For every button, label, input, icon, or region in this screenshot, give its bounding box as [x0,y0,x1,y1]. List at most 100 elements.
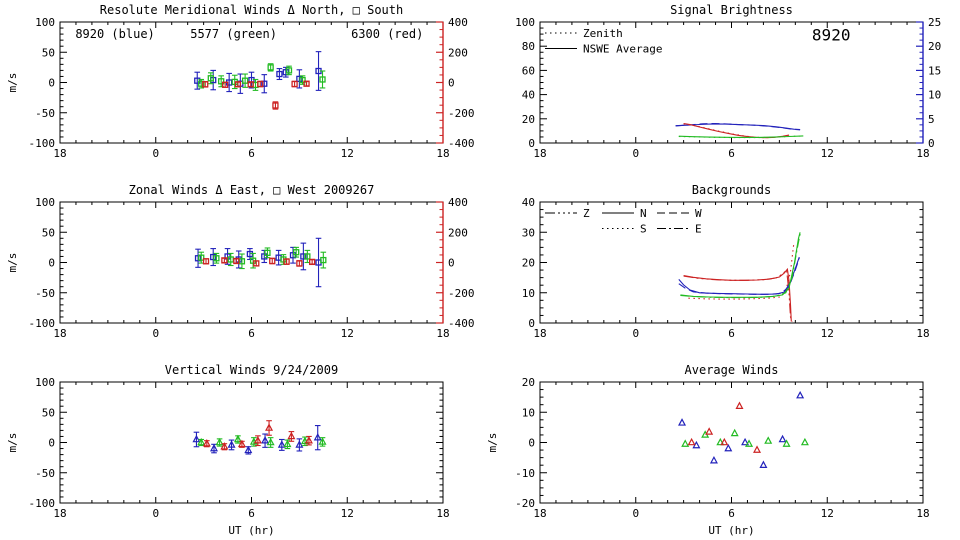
svg-text:8920: 8920 [812,25,851,44]
svg-text:400: 400 [448,196,468,209]
axes: 18 0 6 12 18 UT (hr) -100 -50 0 50 100 m/s [6,376,450,537]
svg-text:200: 200 [448,46,468,59]
right-axis: -400-20002004006300 m/s [436,196,494,330]
svg-text:0: 0 [48,437,55,450]
svg-text:W: W [695,207,702,220]
svg-text:40: 40 [522,196,535,209]
legend: Z N W S E [545,207,702,236]
svg-text:E: E [695,223,702,236]
svg-text:15: 15 [928,64,941,77]
chart-title: Backgrounds [692,183,771,197]
series-5577-north-background [680,232,801,298]
series-6300-red-winds [202,257,316,267]
svg-text:0: 0 [152,507,159,520]
svg-text:-50: -50 [35,467,55,480]
svg-text:60: 60 [522,64,535,77]
svg-text:18: 18 [533,147,546,160]
right-axis: -400-20002004006300 m/s [436,16,494,150]
svg-text:20: 20 [928,40,941,53]
svg-text:Vertical Winds 9/24/2009: Vertical Winds 9/24/2009 [165,363,338,377]
svg-text:0: 0 [928,137,935,150]
svg-text:6: 6 [728,507,735,520]
svg-text:18: 18 [916,327,929,340]
svg-text:20: 20 [522,376,535,389]
svg-text:0: 0 [632,327,639,340]
svg-text:0: 0 [632,507,639,520]
svg-text:18: 18 [916,147,929,160]
svg-text:NSWE Average: NSWE Average [583,43,662,56]
svg-text:-200: -200 [448,287,475,300]
svg-text:0: 0 [152,147,159,160]
svg-text:18: 18 [53,147,66,160]
svg-text:0: 0 [448,257,455,270]
svg-text:UT (hr): UT (hr) [228,524,274,537]
svg-text:Resolute Meridional Winds Δ No: Resolute Meridional Winds Δ North, □ Sou… [100,3,403,17]
series-5577-green-winds [198,246,327,270]
annotation-6300-red-: 6300 (red) [351,27,423,41]
series-8920-vertical [192,425,322,455]
svg-text:0: 0 [632,147,639,160]
svg-text:-100: -100 [29,137,56,150]
series-8920-west-background [678,257,800,295]
svg-text:20: 20 [522,113,535,126]
svg-text:m/s: m/s [486,433,499,453]
svg-text:m/s: m/s [6,433,19,453]
svg-text:6: 6 [248,327,255,340]
svg-text:12: 12 [341,147,354,160]
svg-text:50: 50 [42,46,55,59]
svg-text:m/s: m/s [6,253,19,273]
svg-text:18: 18 [53,507,66,520]
series-6300-NSWE-average [683,123,790,139]
panel-zonal-winds: Zonal Winds Δ East, □ West 2009267 18 0 6 1… [0,180,494,360]
svg-text:Signal Brightness: Signal Brightness [670,3,793,17]
svg-text:6: 6 [728,327,735,340]
svg-text:0: 0 [152,327,159,340]
svg-text:Average Winds: Average Winds [685,363,779,377]
svg-text:18: 18 [436,147,449,160]
svg-text:S: S [640,223,647,236]
series-5577-zenith [678,135,804,139]
svg-text:6: 6 [248,147,255,160]
svg-text:100: 100 [35,196,55,209]
svg-text:10: 10 [522,406,535,419]
svg-text:100: 100 [515,16,535,29]
svg-text:8920 (blue): 8920 (blue) [75,27,154,41]
series-5577-green-winds [198,63,326,91]
svg-text:12: 12 [341,327,354,340]
series-5577-east-background [680,233,801,299]
svg-text:10: 10 [522,287,535,300]
chart-title: Resolute Meridional Winds Δ North, □ Sou… [100,3,403,17]
axes: 18 0 6 12 18 UT (hr) -20 -10 0 10 20 m/s [486,376,930,537]
svg-text:0: 0 [448,77,455,90]
svg-text:-400: -400 [448,137,475,150]
svg-text:0: 0 [528,137,535,150]
svg-text:200: 200 [448,226,468,239]
annotation-8920: 8920 [812,25,851,44]
panel-signal-brightness: Signal Brightness 18061218020406080100Si… [480,0,960,180]
series-6300-red-winds [202,80,310,110]
svg-text:6: 6 [728,147,735,160]
svg-text:-100: -100 [29,497,56,510]
svg-text:30: 30 [522,226,535,239]
svg-text:Zonal Winds Δ East, □ West 200: Zonal Winds Δ East, □ West 2009267 [129,183,375,197]
svg-text:-50: -50 [35,107,55,120]
series-5577-NSWE-average [678,135,804,138]
svg-text:25: 25 [928,16,941,29]
series-8920-zenith [675,122,801,131]
svg-text:6300 (red): 6300 (red) [351,27,423,41]
svg-text:10: 10 [928,89,941,102]
chart-title: Average Winds [685,363,779,377]
svg-text:50: 50 [42,406,55,419]
svg-text:m/s: m/s [6,73,19,93]
svg-text:40: 40 [522,89,535,102]
panel-backgrounds: Backgrounds 18061218010203040Backgrounds… [480,180,960,360]
chart-title: Vertical Winds 9/24/2009 [165,363,338,377]
svg-text:Backgrounds: Backgrounds [692,183,771,197]
